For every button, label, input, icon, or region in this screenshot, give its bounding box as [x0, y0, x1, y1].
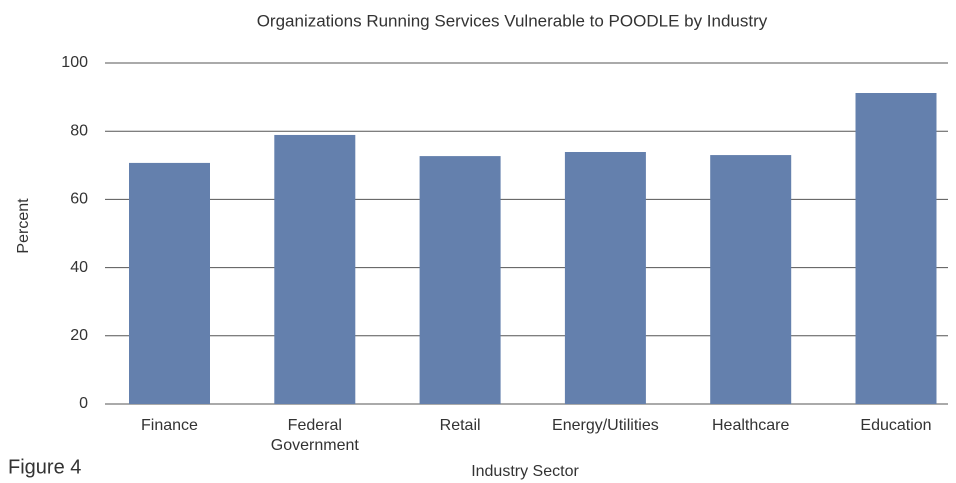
bar	[710, 155, 792, 404]
x-tick-label: Energy/Utilities	[552, 417, 659, 434]
x-tick-label: Education	[860, 417, 932, 434]
y-tick-label: 60	[70, 191, 88, 208]
x-tick-label: Finance	[141, 417, 198, 434]
x-tick-label: Retail	[439, 417, 481, 434]
bar	[855, 93, 937, 405]
bar	[419, 156, 501, 404]
bar	[564, 152, 646, 404]
bar	[129, 162, 210, 404]
x-tick-label: Healthcare	[712, 417, 790, 434]
bar	[274, 134, 356, 405]
y-axis-label: Percent	[15, 198, 32, 254]
y-tick-label: 20	[70, 327, 88, 344]
chart-title: Organizations Running Services Vulnerabl…	[257, 11, 768, 30]
x-axis-label: Industry Sector	[471, 463, 579, 480]
y-tick-label: 80	[70, 122, 88, 139]
figure-label: Figure 4	[8, 456, 81, 478]
x-tick-label: Federal Government	[270, 417, 359, 454]
y-tick-label: 100	[61, 54, 88, 71]
y-tick-label: 0	[79, 395, 88, 412]
y-tick-label: 40	[70, 259, 88, 276]
